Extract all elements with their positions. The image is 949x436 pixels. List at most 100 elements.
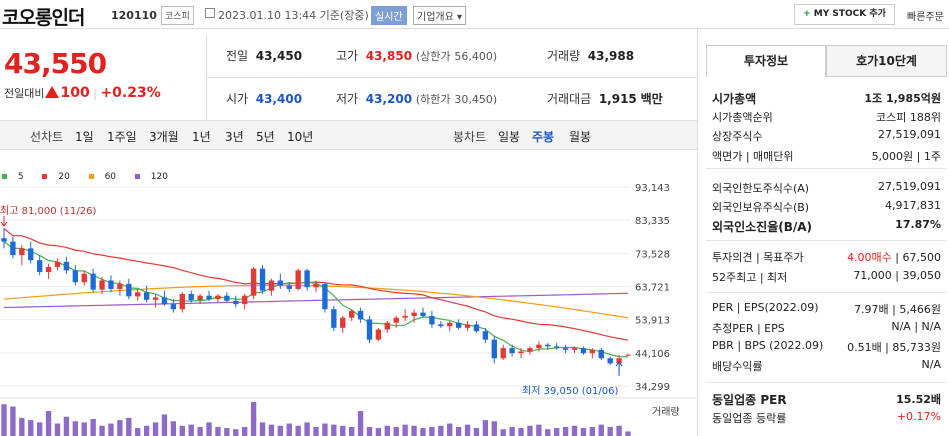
volume-bar <box>473 428 480 436</box>
info-label: PBR | BPS (2022.09) <box>712 339 824 352</box>
volume-bar <box>277 425 284 436</box>
candle-body <box>536 344 542 349</box>
volume-bar <box>420 428 426 436</box>
divider <box>697 29 698 436</box>
volume-bar <box>286 423 292 436</box>
candle-body <box>313 283 319 288</box>
volume-bar <box>375 428 382 436</box>
candle-body <box>28 248 34 261</box>
info-label: 외국인한도주식수(A) <box>712 182 810 195</box>
volume-bar <box>161 414 168 436</box>
tab-daily[interactable]: 일봉 <box>498 130 521 144</box>
info-label: 상장주식수 <box>712 130 763 143</box>
candle-body <box>108 280 114 289</box>
info-label: 추정PER | EPS <box>712 322 785 335</box>
info-value: 71,000 | 39,050 <box>853 269 941 282</box>
candle-body <box>411 312 417 316</box>
tab-3y[interactable]: 3년 <box>225 130 244 144</box>
tab-5y[interactable]: 5년 <box>256 130 275 144</box>
volume-bar <box>170 421 177 436</box>
tab-weekly[interactable]: 주봉 <box>532 130 555 144</box>
info-value: 17.87% <box>895 218 941 231</box>
candle-body <box>384 322 390 330</box>
volume-bar <box>36 422 43 436</box>
candle-body <box>322 283 328 310</box>
info-value: 0.51배 | 85,733원 <box>847 341 941 354</box>
calendar-icon <box>205 8 215 18</box>
volume-bar <box>72 421 78 436</box>
volume-bar <box>242 426 248 436</box>
price-chart[interactable]: 93,143 83,335 73,528 63,721 53,913 44,106 34,2… <box>0 150 697 436</box>
volume-bar <box>10 406 16 436</box>
volume-bar <box>63 416 70 436</box>
volume-bar <box>607 426 613 436</box>
candle-body <box>90 273 96 290</box>
info-value: 27,519,091 <box>878 128 941 141</box>
volume-bar <box>90 419 96 436</box>
current-price: 43,550 <box>4 47 107 80</box>
candle-body <box>170 304 177 310</box>
candle-body <box>393 317 399 323</box>
volume-bar <box>527 425 533 436</box>
y-tick-label: 44,106 <box>635 349 670 360</box>
volume-bar <box>322 423 328 436</box>
candle-body <box>242 295 248 305</box>
tab-3m[interactable]: 3개월 <box>149 130 179 144</box>
volume-bar <box>340 425 346 436</box>
candle-body <box>224 295 230 301</box>
volume-bar <box>259 422 266 436</box>
volume-bar <box>438 425 444 436</box>
realtime-badge: 실시간 <box>371 6 407 25</box>
plus-icon: + <box>803 9 811 19</box>
candle-body <box>438 324 444 327</box>
summary-high: 고가 43,850 (상한가 56,400) <box>336 49 498 63</box>
candle-body <box>625 354 631 356</box>
volume-bar <box>357 411 364 436</box>
summary-open: 시가 43,400 <box>226 92 303 106</box>
tab-investment-info[interactable]: 투자정보 <box>706 45 826 77</box>
volume-bar <box>313 426 319 436</box>
change-value: 100 <box>60 85 90 101</box>
candle-body <box>81 273 87 283</box>
info-value: 1조 1,985억원 <box>864 92 941 105</box>
volume-bar <box>304 422 310 436</box>
high-arrow-icon <box>0 216 8 227</box>
volume-bar <box>536 424 542 436</box>
tab-1w[interactable]: 1주일 <box>107 130 137 144</box>
candle-body <box>233 300 239 305</box>
info-label: 액면가 | 매매단위 <box>712 150 794 163</box>
y-tick-label: 34,299 <box>635 382 670 393</box>
candle-body <box>554 346 560 349</box>
tab-10y[interactable]: 10년 <box>287 130 314 144</box>
info-label: 배당수익률 <box>712 360 763 373</box>
tab-monthly[interactable]: 월봉 <box>569 130 592 144</box>
volume-bar <box>366 426 373 436</box>
summary-low: 저가 43,200 (하한가 30,450) <box>336 92 498 106</box>
y-tick-label: 93,143 <box>635 183 670 194</box>
candle-body <box>117 283 123 289</box>
y-tick-label: 53,913 <box>635 316 670 327</box>
add-mystock-button[interactable]: + MY STOCK 추가 <box>794 4 895 25</box>
info-value: 4,917,831 <box>885 199 941 212</box>
candle-body <box>340 317 346 328</box>
volume-bar <box>384 425 390 436</box>
volume-bar <box>197 426 203 436</box>
quick-order-link[interactable]: 빠른주문 <box>907 12 944 23</box>
tab-1d[interactable]: 1일 <box>75 130 94 144</box>
divider <box>706 292 947 293</box>
legend-ma120: 120 <box>134 172 176 182</box>
change-percent: +0.23% <box>100 85 161 101</box>
company-overview-button[interactable]: 기업개요 ▾ <box>413 6 466 25</box>
candle-body <box>402 315 408 318</box>
info-label: 외국인보유주식수(B) <box>712 201 810 214</box>
candle-body <box>357 310 364 320</box>
tab-orderbook[interactable]: 호가10단계 <box>826 45 947 77</box>
volume-bar <box>188 424 194 436</box>
candle-body <box>19 248 25 256</box>
volume-label: 거래량 <box>652 407 680 418</box>
volume-bar <box>554 428 560 436</box>
tab-1y[interactable]: 1년 <box>192 130 211 144</box>
info-value: 코스피 188위 <box>876 111 941 124</box>
volume-bar <box>54 423 61 436</box>
volume-bar <box>331 424 337 436</box>
